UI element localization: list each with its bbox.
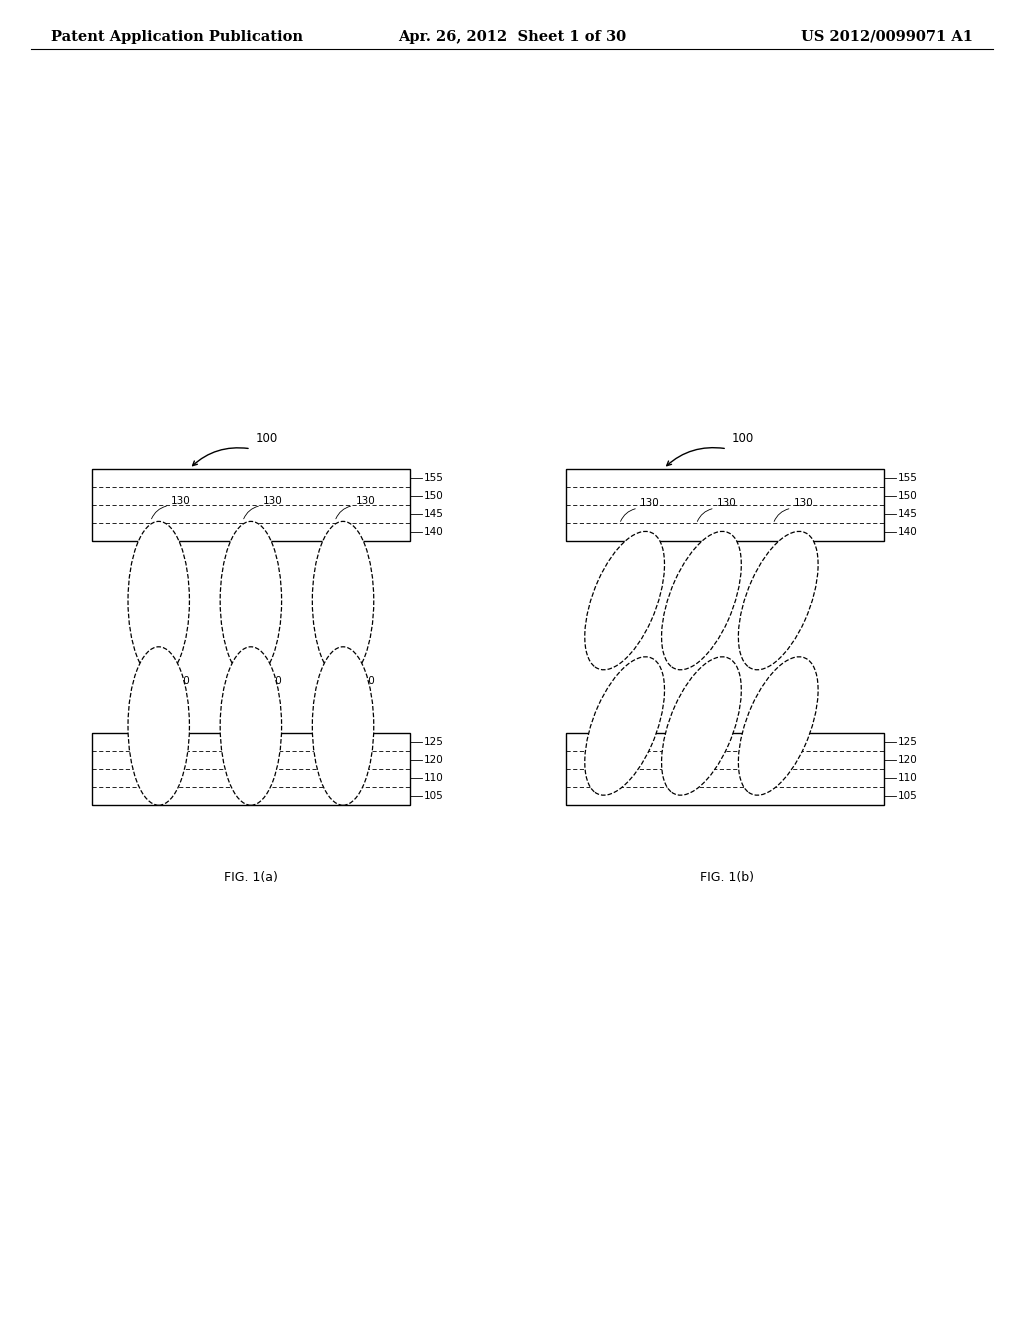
Text: 150: 150 [898,491,918,500]
Text: 105: 105 [898,791,918,801]
Text: 140: 140 [898,527,918,537]
Text: 130: 130 [794,677,813,688]
Text: 130: 130 [717,677,736,688]
Bar [92,733,410,805]
Text: 130: 130 [794,498,813,508]
Bar [566,469,884,541]
Ellipse shape [662,657,741,795]
Text: 100: 100 [256,432,279,445]
Text: 120: 120 [898,755,918,764]
Text: 155: 155 [424,473,443,483]
Text: 120: 120 [424,755,443,764]
Text: 130: 130 [263,676,283,686]
Text: Patent Application Publication: Patent Application Publication [51,30,303,44]
Text: 130: 130 [355,676,375,686]
Text: FIG. 1(b): FIG. 1(b) [700,871,754,884]
Text: 105: 105 [424,791,443,801]
Bar [92,469,410,541]
Text: Apr. 26, 2012  Sheet 1 of 30: Apr. 26, 2012 Sheet 1 of 30 [398,30,626,44]
Ellipse shape [128,521,189,680]
Ellipse shape [312,521,374,680]
Bar [566,733,884,805]
Text: 130: 130 [171,676,190,686]
Bar [92,469,410,541]
Text: 130: 130 [355,495,375,506]
Ellipse shape [220,647,282,805]
Ellipse shape [585,657,665,795]
Ellipse shape [312,647,374,805]
Text: 145: 145 [898,510,918,519]
Bar [566,469,884,541]
Text: 130: 130 [640,677,659,688]
Text: 130: 130 [640,498,659,508]
Text: 110: 110 [898,774,918,783]
Text: 125: 125 [424,737,443,747]
Ellipse shape [128,647,189,805]
Text: 150: 150 [424,491,443,500]
Text: 130: 130 [171,495,190,506]
Text: 125: 125 [898,737,918,747]
Ellipse shape [738,657,818,795]
Text: 155: 155 [898,473,918,483]
Ellipse shape [585,532,665,669]
Text: 130: 130 [263,495,283,506]
Text: 130: 130 [717,498,736,508]
Text: 110: 110 [424,774,443,783]
Text: US 2012/0099071 A1: US 2012/0099071 A1 [801,30,973,44]
Bar [92,733,410,805]
Ellipse shape [662,532,741,669]
Text: 140: 140 [424,527,443,537]
Bar [566,733,884,805]
Text: 145: 145 [424,510,443,519]
Text: FIG. 1(a): FIG. 1(a) [224,871,278,884]
Text: 100: 100 [732,432,755,445]
Ellipse shape [220,521,282,680]
Ellipse shape [738,532,818,669]
